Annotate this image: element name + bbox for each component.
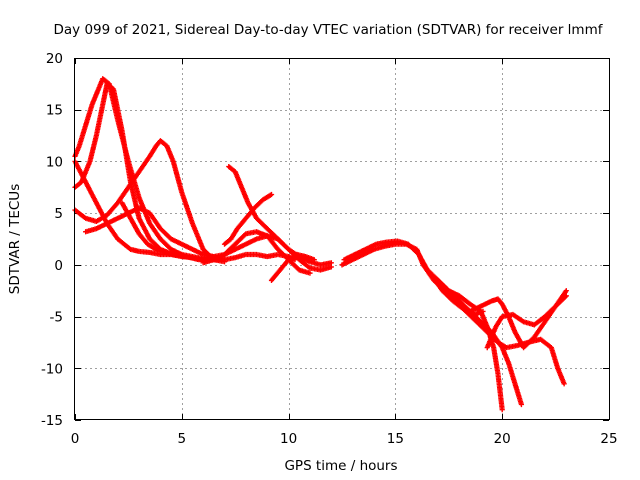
series-track-j	[268, 251, 317, 283]
y-tick-label: -5	[50, 310, 63, 326]
y-tick-label: -10	[41, 361, 63, 377]
x-axis-label: GPS time / hours	[284, 458, 397, 474]
y-tick-label: 5	[54, 206, 63, 222]
series-track-e	[83, 205, 228, 263]
x-tick-label: 5	[178, 431, 187, 447]
data-point	[221, 257, 228, 263]
series-track-p	[429, 272, 486, 318]
y-axis-label: SDTVAR / TECUs	[7, 184, 23, 294]
series-track-a	[72, 81, 223, 263]
grid	[75, 58, 609, 420]
y-tick-label: -15	[41, 413, 63, 429]
data-point	[307, 270, 313, 276]
data-point	[563, 288, 569, 294]
data-series	[72, 76, 569, 413]
series-track-o	[484, 288, 569, 351]
y-tick-label: 10	[46, 154, 63, 170]
y-tick-label: 20	[46, 51, 63, 67]
data-point	[311, 257, 317, 263]
data-point	[499, 407, 505, 413]
data-point	[268, 191, 275, 198]
y-tick-label: 15	[46, 103, 63, 119]
x-tick-label: 10	[280, 431, 297, 447]
series-track-g	[226, 164, 334, 273]
data-point	[328, 264, 334, 270]
x-tick-label: 25	[600, 431, 617, 447]
data-point	[561, 381, 567, 387]
chart-title: Day 099 of 2021, Sidereal Day-to-day VTE…	[54, 22, 604, 38]
y-tick-label: 0	[54, 258, 63, 274]
axis-ticks: 0 5 10 15 20 25 -15 -10 -5 0 5 10 15 20	[41, 51, 618, 447]
series-track-n	[467, 293, 569, 351]
x-tick-label: 15	[387, 431, 404, 447]
data-point	[518, 401, 525, 408]
series-track-k	[339, 241, 567, 387]
plot-frame	[74, 58, 610, 420]
series-track-b	[72, 76, 185, 258]
x-tick-label: 0	[71, 431, 80, 447]
x-tick-label: 20	[494, 431, 511, 447]
data-point	[480, 308, 486, 314]
series-track-i	[221, 191, 275, 247]
